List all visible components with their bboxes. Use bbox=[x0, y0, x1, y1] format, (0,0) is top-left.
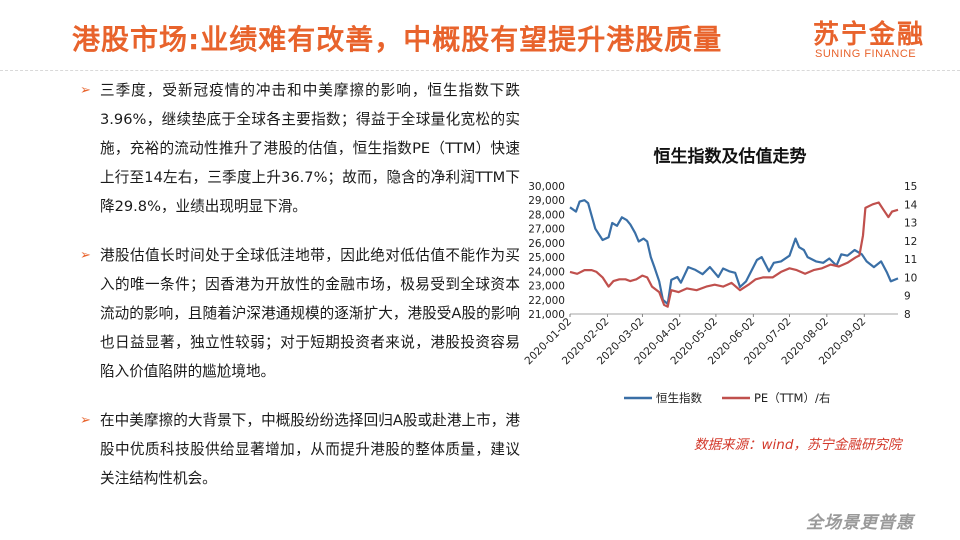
y-right-tick-label: 13 bbox=[904, 218, 917, 230]
chart-title: 恒生指数及估值走势 bbox=[654, 146, 807, 167]
bullet-text: 港股估值长时间处于全球低洼地带，因此绝对低估值不能作为买入的唯一条件；因香港为开… bbox=[100, 247, 520, 380]
y-right-tick-label: 12 bbox=[904, 236, 917, 248]
logo-text-en: SUNING FINANCE bbox=[815, 48, 917, 60]
footer-slogan-logo: 全场景更普惠 bbox=[806, 513, 914, 533]
chart-canvas: 恒生指数及估值走势 21,000 22,000 23,000 24,000 25,000 2… bbox=[522, 146, 918, 405]
bullet-item: ➢ 在中美摩擦的大背景下，中概股纷纷选择回归A股或赴港上市，港股中优质科技股供给… bbox=[78, 406, 520, 493]
y-left-tick-label: 26,000 bbox=[528, 238, 565, 250]
logo-text-cn: 苏宁金融 bbox=[813, 20, 926, 50]
data-source-note: 数据来源：wind，苏宁金融研究院 bbox=[694, 437, 902, 453]
y-left-tick-label: 23,000 bbox=[528, 281, 565, 293]
legend-label-hsi: 恒生指数 bbox=[656, 391, 702, 405]
y-right-tick-label: 15 bbox=[904, 181, 917, 193]
slide-title: 港股市场:业绩难有改善，中概股有望提升港股质量 bbox=[72, 23, 723, 56]
arrow-bullet-icon: ➢ bbox=[80, 413, 91, 428]
slide-header: 港股市场:业绩难有改善，中概股有望提升港股质量 苏宁金融 SUNING FINA… bbox=[0, 0, 960, 78]
y-right-tick-label: 11 bbox=[904, 254, 917, 266]
y-left-tick-label: 24,000 bbox=[528, 266, 565, 278]
y-left-tick-label: 21,000 bbox=[528, 309, 565, 321]
bullet-item: ➢ 三季度，受新冠疫情的冲击和中美摩擦的影响，恒生指数下跌3.96%，继续垫底于… bbox=[78, 76, 520, 221]
y-right-tick-label: 9 bbox=[904, 291, 911, 303]
y-right-tick-label: 8 bbox=[904, 309, 911, 321]
suning-finance-logo: 苏宁金融 SUNING FINANCE bbox=[813, 14, 943, 64]
y-left-tick-label: 30,000 bbox=[528, 181, 565, 193]
y-right-tick-label: 14 bbox=[904, 199, 918, 211]
y-left-tick-label: 29,000 bbox=[528, 195, 565, 207]
y-right-tick-label: 10 bbox=[904, 272, 917, 284]
bullet-item: ➢ 港股估值长时间处于全球低洼地带，因此绝对低估值不能作为买入的唯一条件；因香港… bbox=[78, 241, 520, 386]
legend-label-pe: PE（TTM）/右 bbox=[754, 391, 830, 405]
y-left-tick-label: 27,000 bbox=[528, 224, 565, 236]
y-left-tick-label: 28,000 bbox=[528, 209, 565, 221]
arrow-bullet-icon: ➢ bbox=[80, 83, 91, 98]
bullet-list: ➢ 三季度，受新冠疫情的冲击和中美摩擦的影响，恒生指数下跌3.96%，继续垫底于… bbox=[78, 76, 520, 513]
bullet-text: 三季度，受新冠疫情的冲击和中美摩擦的影响，恒生指数下跌3.96%，继续垫底于全球… bbox=[100, 82, 520, 215]
header-divider bbox=[0, 70, 960, 71]
y-left-tick-label: 25,000 bbox=[528, 252, 565, 264]
series-line-hsi bbox=[569, 199, 899, 306]
arrow-bullet-icon: ➢ bbox=[80, 248, 91, 263]
y-left-tick-label: 22,000 bbox=[528, 295, 565, 307]
bullet-text: 在中美摩擦的大背景下，中概股纷纷选择回归A股或赴港上市，港股中优质科技股供给显著… bbox=[100, 412, 520, 487]
hsi-valuation-chart: 恒生指数及估值走势 21,000 22,000 23,000 24,000 25,000 2… bbox=[520, 136, 940, 426]
series-line-pe bbox=[569, 201, 899, 308]
